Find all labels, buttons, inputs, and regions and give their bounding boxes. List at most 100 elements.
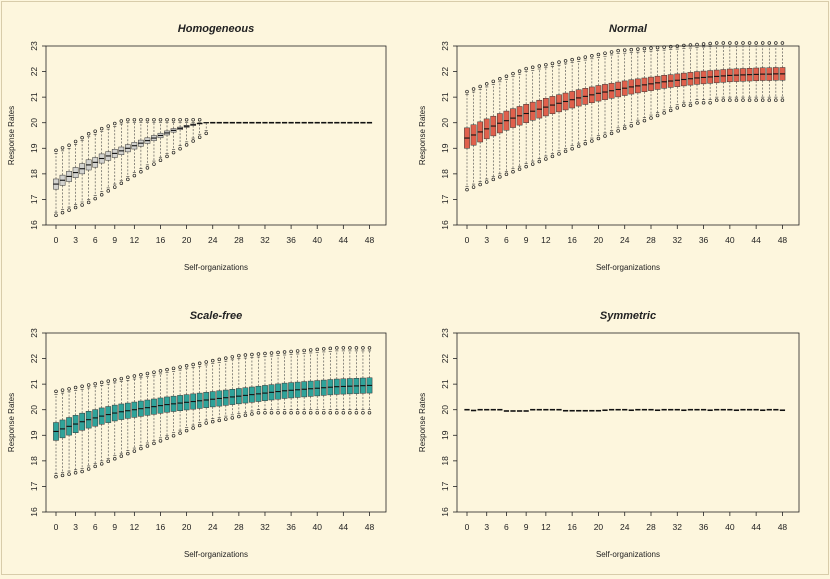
box-38 — [713, 41, 720, 102]
box-8 — [105, 124, 112, 193]
outlier-point — [530, 162, 535, 166]
x-tick-label: 48 — [778, 522, 788, 532]
outlier-point — [629, 47, 634, 52]
outlier-point — [106, 459, 110, 464]
outlier-point — [721, 98, 726, 102]
y-tick-label: 16 — [29, 220, 39, 230]
outlier-point — [668, 108, 673, 113]
outlier-point — [747, 98, 752, 102]
box-31 — [667, 44, 674, 113]
outlier-point — [152, 117, 156, 122]
outlier-point — [86, 467, 91, 471]
box-21 — [602, 51, 608, 138]
outlier-point — [126, 117, 130, 122]
y-tick-label: 18 — [29, 456, 39, 466]
outlier-point — [504, 74, 509, 78]
box-46 — [353, 346, 360, 415]
box-1 — [59, 146, 66, 215]
outlier-point — [655, 45, 660, 50]
box-6 — [92, 381, 99, 469]
box-29 — [654, 45, 661, 118]
outlier-point — [335, 410, 339, 415]
outlier-point — [119, 119, 124, 123]
outlier-point — [204, 421, 208, 425]
x-tick-label: 20 — [594, 522, 604, 532]
outlier-point — [132, 117, 137, 122]
outlier-point — [269, 351, 274, 355]
y-tick-label: 21 — [440, 92, 450, 102]
box-35 — [694, 42, 700, 105]
outlier-point — [642, 46, 647, 51]
x-tick-label: 12 — [130, 235, 140, 245]
box-34 — [687, 43, 694, 108]
x-tick-label: 6 — [93, 522, 98, 532]
x-tick-label: 9 — [524, 235, 529, 245]
outlier-point — [73, 205, 78, 210]
outlier-point — [780, 41, 785, 45]
box-16 — [157, 117, 164, 162]
y-tick-label: 20 — [440, 118, 450, 128]
box-20 — [183, 364, 190, 433]
x-tick-label: 24 — [208, 522, 218, 532]
box-3 — [72, 139, 79, 210]
box-45 — [347, 346, 353, 415]
panel-scale-free: Scale-free Response Rates Self-organizatio… — [7, 310, 387, 559]
box-24 — [209, 358, 216, 424]
x-tick-label: 44 — [751, 522, 761, 532]
box-18 — [170, 117, 177, 155]
outlier-point — [204, 131, 208, 136]
outlier-point — [747, 41, 752, 45]
box-21 — [190, 117, 197, 143]
outlier-point — [484, 82, 489, 86]
outlier-point — [113, 121, 117, 126]
y-tick-label: 23 — [29, 41, 39, 51]
outlier-point — [550, 154, 555, 159]
outlier-point — [126, 375, 130, 380]
outlier-point — [596, 136, 601, 141]
box-34 — [275, 350, 281, 415]
outlier-point — [171, 150, 176, 155]
outlier-point — [537, 64, 542, 68]
box-28 — [235, 353, 242, 419]
outlier-point — [563, 59, 568, 63]
box-15 — [151, 370, 157, 446]
outlier-point — [642, 118, 647, 123]
box-32 — [262, 351, 268, 415]
box-40 — [726, 41, 733, 102]
y-tick-label: 19 — [29, 143, 39, 153]
y-tick-label: 19 — [29, 430, 39, 440]
outlier-point — [544, 62, 548, 67]
x-tick-label: 3 — [484, 235, 489, 245]
outlier-point — [636, 47, 640, 51]
box-18 — [170, 366, 177, 438]
outlier-point — [210, 358, 215, 363]
box-40 — [314, 347, 321, 415]
outlier-point — [348, 410, 352, 415]
outlier-point — [237, 353, 241, 358]
box-7 — [510, 71, 516, 174]
x-tick-label: 32 — [673, 522, 683, 532]
outlier-point — [119, 454, 124, 458]
x-tick-label: 48 — [778, 235, 788, 245]
outlier-point — [622, 126, 627, 131]
plot-frame — [456, 332, 800, 513]
box-4 — [490, 79, 497, 182]
box-22 — [196, 361, 203, 428]
box-11 — [124, 375, 131, 456]
outlier-point — [197, 423, 202, 428]
panel-homogeneous: Homogeneous Response Rates Self-organizati… — [7, 23, 387, 272]
panel-title: Scale-free — [190, 310, 243, 322]
outlier-point — [754, 98, 758, 102]
outlier-point — [465, 89, 469, 94]
box-44 — [753, 41, 760, 102]
outlier-point — [603, 51, 607, 55]
outlier-point — [276, 350, 280, 355]
box-11 — [536, 64, 543, 164]
y-tick-label: 20 — [29, 405, 39, 415]
plot-frame — [45, 45, 387, 226]
outlier-point — [695, 42, 699, 47]
outlier-point — [165, 154, 169, 159]
outlier-point — [675, 44, 680, 48]
x-tick-label: 20 — [594, 235, 604, 245]
